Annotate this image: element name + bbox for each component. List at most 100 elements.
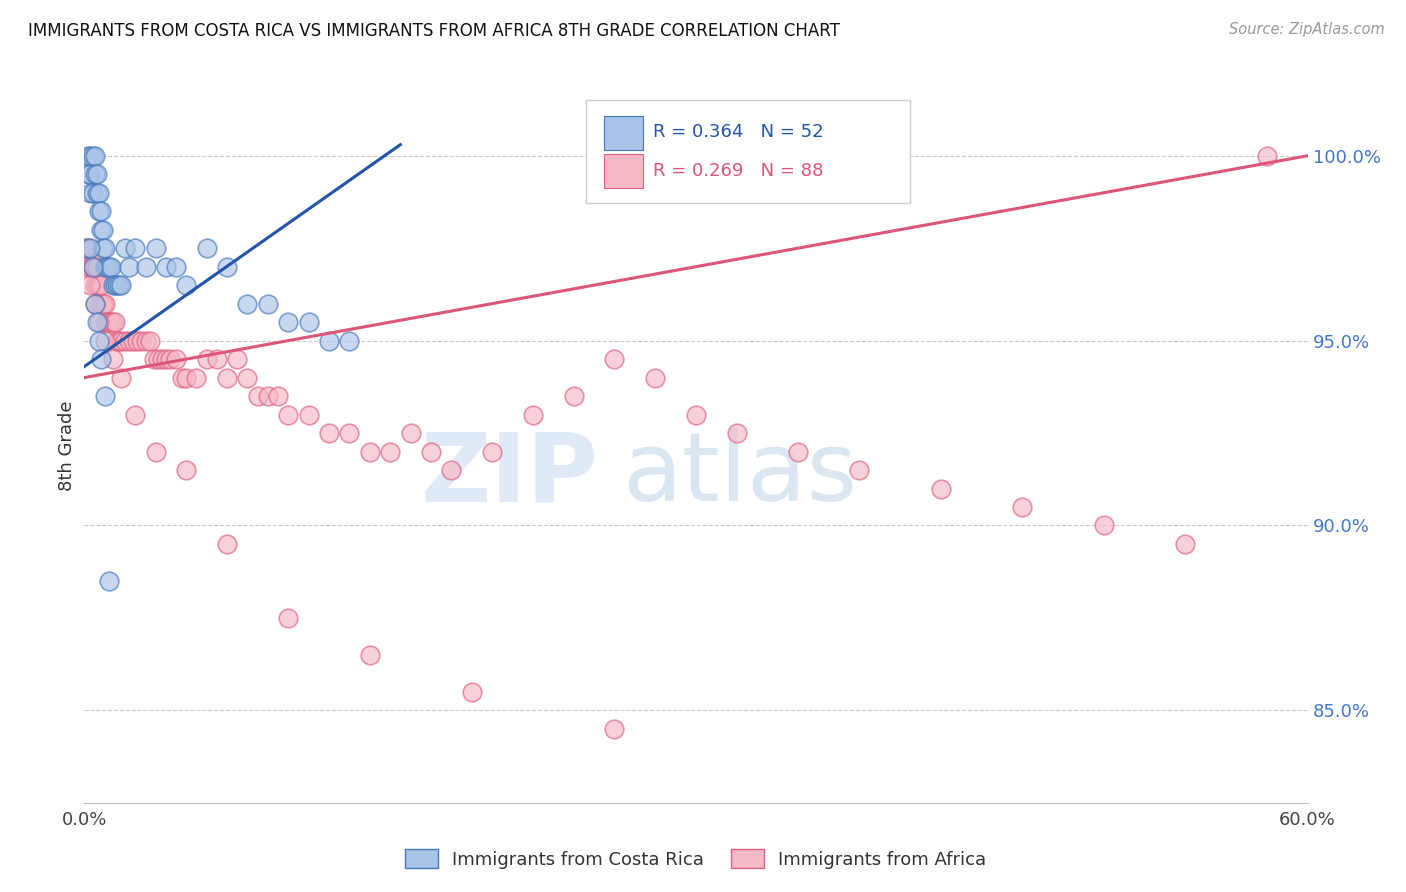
Point [82,260,104,274]
Point [1256,149,1278,163]
Point [83,167,105,181]
Point [267,389,290,403]
Point [82,149,104,163]
FancyBboxPatch shape [605,154,644,188]
Text: ZIP: ZIP [420,428,598,521]
Point [277,408,299,422]
Point [929,482,952,496]
Point [77,241,100,255]
Point [1174,537,1197,551]
Point [79,241,101,255]
Text: Source: ZipAtlas.com: Source: ZipAtlas.com [1229,22,1385,37]
Point [114,241,136,255]
Point [848,463,870,477]
Point [118,260,141,274]
FancyBboxPatch shape [605,116,644,150]
Point [205,352,228,367]
Point [87,278,110,293]
Point [100,315,122,329]
Point [122,334,145,348]
Point [108,278,131,293]
Point [91,296,114,310]
Point [195,352,218,367]
Point [96,315,118,329]
Point [87,296,110,310]
Point [75,241,97,255]
Point [86,260,108,274]
Point [105,278,128,293]
Point [82,186,104,200]
Point [110,334,132,348]
Point [87,204,110,219]
Point [481,444,503,458]
Point [145,241,167,255]
Point [91,296,114,310]
Point [79,241,101,255]
Point [277,611,299,625]
Point [96,260,118,274]
Point [217,537,239,551]
Point [93,315,117,329]
Point [339,425,361,440]
Point [91,241,114,255]
Point [298,408,321,422]
Point [108,334,131,348]
Point [87,186,110,200]
Point [105,334,128,348]
Point [318,425,340,440]
Legend: Immigrants from Costa Rica, Immigrants from Africa: Immigrants from Costa Rica, Immigrants f… [398,841,994,876]
Point [97,260,120,274]
Point [420,444,443,458]
Point [101,352,124,367]
Text: R = 0.269   N = 88: R = 0.269 N = 88 [654,162,824,180]
Y-axis label: 8th Grade: 8th Grade [58,401,76,491]
Point [176,370,198,384]
Point [90,204,112,219]
Point [155,352,177,367]
Point [138,334,160,348]
Text: IMMIGRANTS FROM COSTA RICA VS IMMIGRANTS FROM AFRICA 8TH GRADE CORRELATION CHART: IMMIGRANTS FROM COSTA RICA VS IMMIGRANTS… [28,22,839,40]
Point [124,241,146,255]
Point [79,167,101,181]
Point [93,334,117,348]
Point [172,370,194,384]
Point [217,370,239,384]
Point [93,260,117,274]
Point [82,260,104,274]
Point [145,444,167,458]
Point [246,389,269,403]
Point [165,260,187,274]
Point [318,334,340,348]
Point [110,370,132,384]
Point [93,241,117,255]
Point [86,186,108,200]
Point [101,278,124,293]
Point [298,315,321,329]
Point [124,408,146,422]
Point [522,408,544,422]
Point [100,260,122,274]
Point [83,149,105,163]
Point [787,444,810,458]
Point [104,278,127,293]
Point [277,315,299,329]
FancyBboxPatch shape [586,100,910,203]
Point [176,278,198,293]
Point [83,278,105,293]
Point [226,352,249,367]
Point [87,334,110,348]
Point [135,334,157,348]
Point [77,167,100,181]
Point [104,315,127,329]
Point [359,648,381,662]
Point [165,352,187,367]
Point [339,334,361,348]
Point [93,296,117,310]
Point [146,352,169,367]
Point [86,315,108,329]
Point [127,334,149,348]
Point [91,223,114,237]
Point [90,352,112,367]
Point [257,296,280,310]
Point [440,463,463,477]
